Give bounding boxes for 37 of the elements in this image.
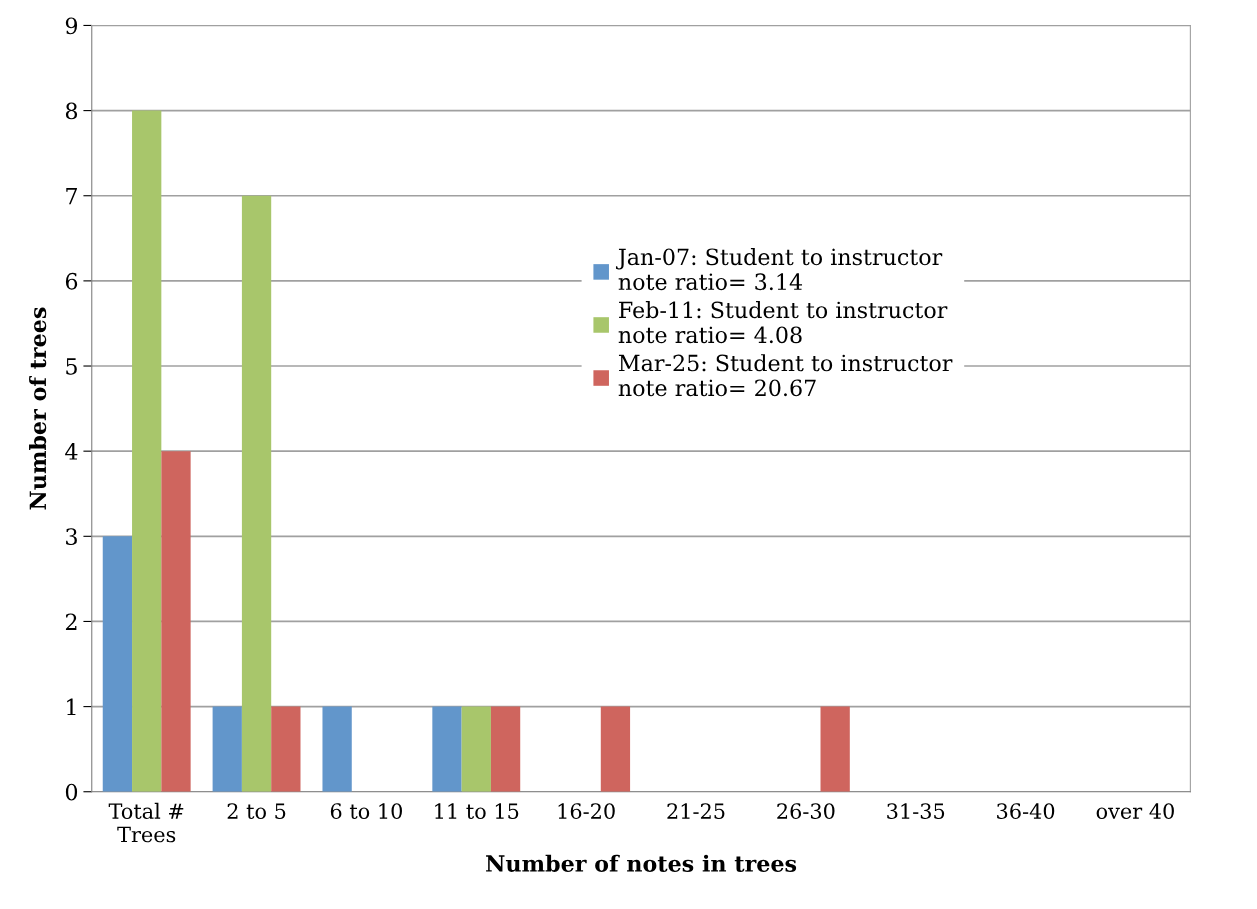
bar [432,706,462,792]
bar [461,706,491,792]
x-tick-label: 31-35 [887,803,945,819]
y-tick-label: 1 [67,698,76,716]
x-tick-label: over 40 [1096,803,1174,819]
y-tick-label: 2 [65,613,77,630]
bar [212,706,242,792]
x-tick-label: 11 to 15 [435,803,519,819]
y-tick-label: 8 [65,102,78,120]
legend-label: Feb-11: Student to instructor note ratio= 4.08 [618,301,948,344]
x-axis-title: Number of notes in trees [486,854,797,872]
x-tick-label: 2 to 5 [227,803,286,819]
bar [322,706,352,792]
bar [820,706,850,792]
bar [161,451,191,792]
legend-label: Mar-25: Student to instructor note ratio= 20.67 [618,354,953,397]
bar [600,706,631,792]
y-tick-label: 5 [66,358,77,375]
x-tick-label: Total # Trees [108,802,184,843]
y-tick-label: 6 [65,272,78,290]
y-tick-label: 4 [65,443,78,460]
y-tick-label: 0 [65,783,78,801]
bar [241,195,272,792]
legend-label: Jan-07: Student to instructor note ratio= 3.14 [615,248,943,291]
bar [102,536,133,792]
x-tick-label: 21-25 [667,803,725,819]
x-tick-label: 16-20 [558,803,615,819]
x-tick-label: 36-40 [997,803,1055,819]
bar [490,706,521,792]
bar [271,706,301,792]
y-tick-label: 9 [65,17,78,35]
x-tick-label: 26-30 [777,803,835,819]
x-tick-label: 6 to 10 [330,803,402,819]
bar [132,110,162,792]
y-tick-label: 3 [66,528,77,546]
y-tick-label: 7 [66,187,77,205]
y-axis-title: Number of trees [29,307,47,510]
